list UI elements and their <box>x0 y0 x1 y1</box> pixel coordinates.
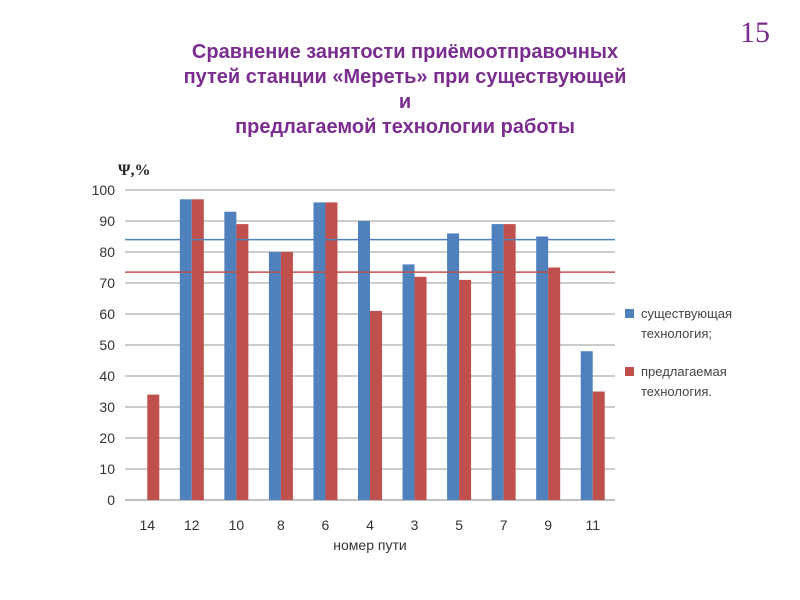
y-tick-label-10: 10 <box>99 461 115 477</box>
bar-proposed-10 <box>236 224 249 500</box>
legend-swatch-1 <box>625 309 634 318</box>
y-tick-label-90: 90 <box>99 213 115 229</box>
x-tick-label-4: 4 <box>366 517 374 533</box>
y-tick-label-100: 100 <box>92 182 116 198</box>
y-tick-label-0: 0 <box>107 492 115 508</box>
bar-existing-4 <box>358 221 370 500</box>
x-tick-label-10: 10 <box>229 517 245 533</box>
chart-title: Сравнение занятости приёмоотправочных пу… <box>60 40 750 140</box>
x-tick-label-11: 11 <box>585 517 600 533</box>
x-tick-label-6: 6 <box>322 517 330 533</box>
bar-proposed-6 <box>325 202 338 500</box>
bar-proposed-14 <box>147 394 160 500</box>
title-line-1: Сравнение занятости приёмоотправочных <box>191 41 619 63</box>
bar-proposed-3 <box>414 276 427 500</box>
x-tick-label-7: 7 <box>500 517 508 533</box>
title-line-2: путей станции «Мереть» при существующей <box>183 66 627 88</box>
y-tick-label-20: 20 <box>99 430 115 446</box>
y-tick-label-70: 70 <box>99 275 115 291</box>
legend-label-1-line-1: существующая <box>641 306 732 321</box>
y-tick-label-80: 80 <box>99 244 115 260</box>
bar-proposed-11 <box>592 391 605 500</box>
bar-existing-3 <box>402 264 415 500</box>
bar-proposed-12 <box>191 199 204 501</box>
bar-existing-10 <box>224 211 237 500</box>
y-tick-label-30: 30 <box>99 399 115 415</box>
bar-proposed-7 <box>503 224 516 500</box>
legend-label-2-line-1: предлагаемая <box>641 364 727 379</box>
bar-proposed-8 <box>280 252 293 500</box>
bar-proposed-5 <box>459 279 472 500</box>
x-tick-label-14: 14 <box>139 517 155 533</box>
x-tick-label-9: 9 <box>544 517 552 533</box>
slide-number: 15 <box>740 16 770 49</box>
x-axis-label: номер пути <box>333 537 406 553</box>
bar-existing-11 <box>580 351 593 500</box>
x-tick-label-8: 8 <box>277 517 285 533</box>
y-tick-label-40: 40 <box>99 368 115 384</box>
x-tick-label-12: 12 <box>184 517 200 533</box>
x-tick-label-5: 5 <box>455 517 463 533</box>
x-tick-label-3: 3 <box>411 517 419 533</box>
bar-existing-6 <box>313 202 326 500</box>
y-axis-label: Ψ,% <box>118 162 151 179</box>
bar-existing-5 <box>447 233 460 500</box>
legend-label-2-line-2: технология. <box>641 384 712 399</box>
y-tick-label-50: 50 <box>99 337 115 353</box>
title-line-4: предлагаемой технологии работы <box>235 116 575 138</box>
bar-existing-9 <box>536 236 549 500</box>
title-line-3: и <box>398 91 412 113</box>
bar-proposed-9 <box>548 267 561 500</box>
bar-existing-7 <box>491 224 504 500</box>
y-tick-label-60: 60 <box>99 306 115 322</box>
legend-swatch-2 <box>625 367 634 376</box>
bar-proposed-4 <box>370 310 382 500</box>
bar-existing-8 <box>268 252 281 500</box>
legend-label-1-line-2: технология; <box>641 326 712 341</box>
bar-existing-12 <box>179 199 192 501</box>
